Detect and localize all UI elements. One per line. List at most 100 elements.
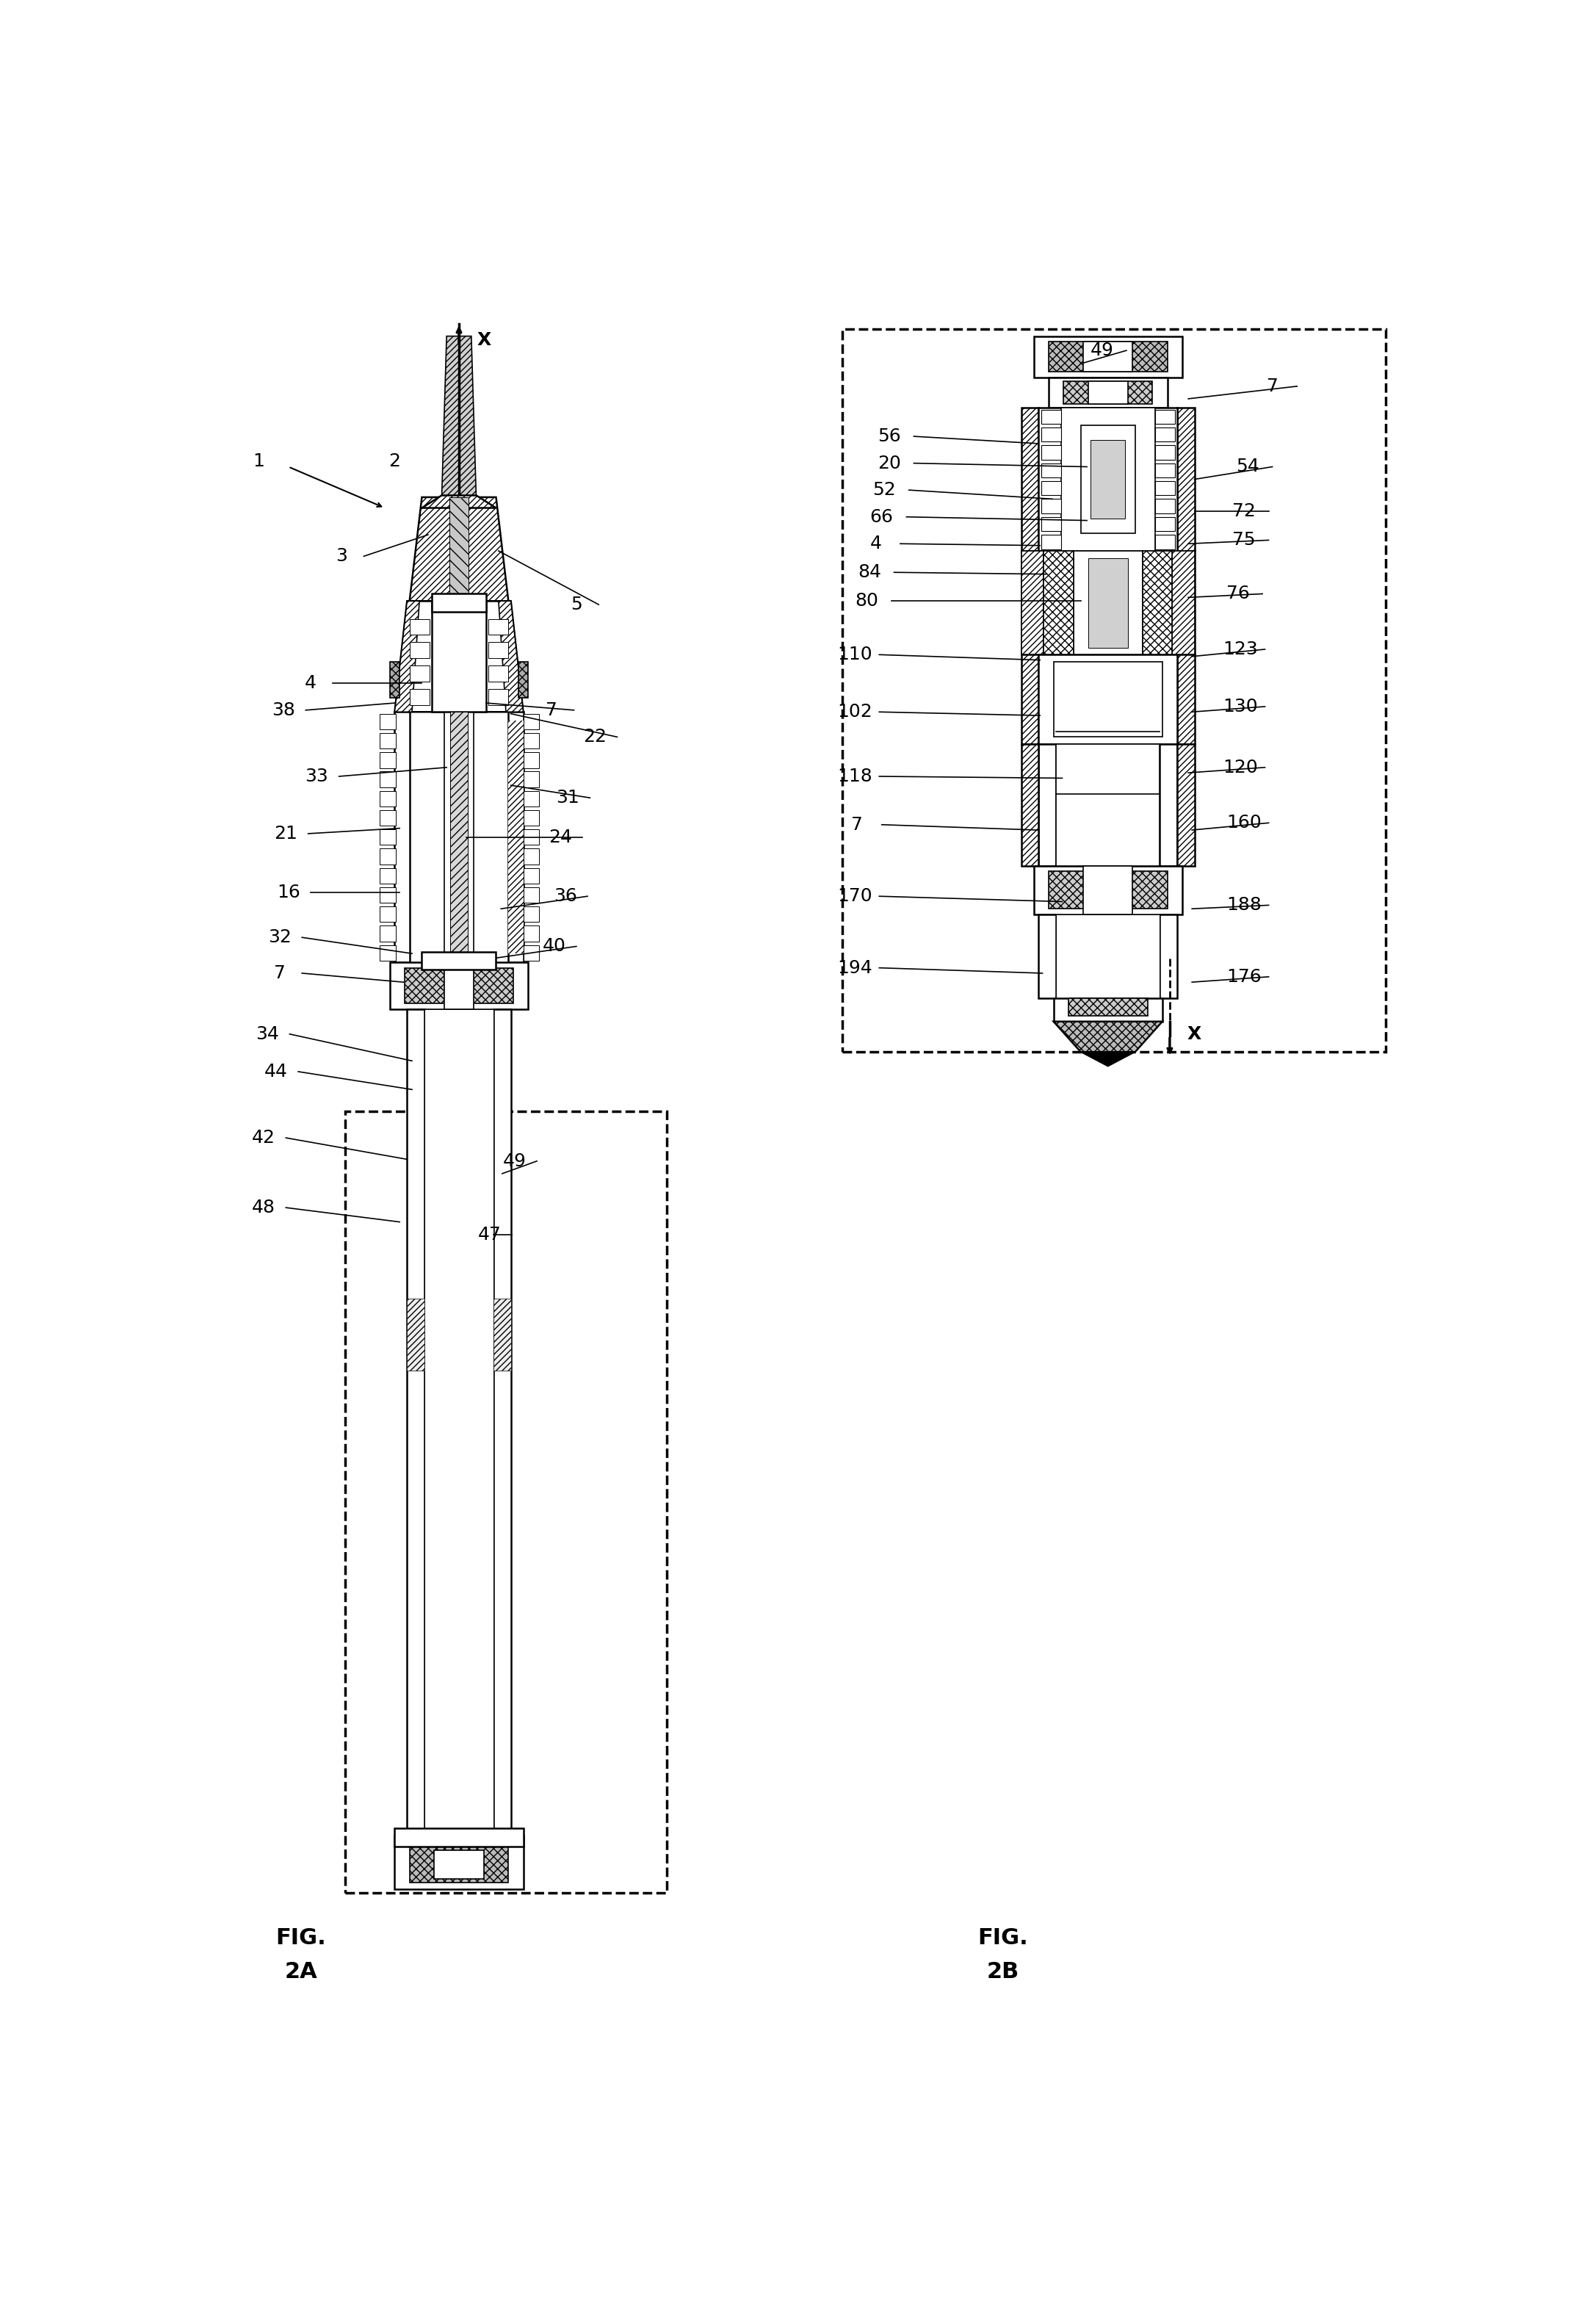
Text: X: X bbox=[1187, 1025, 1201, 1043]
Bar bbox=[1038, 655, 1177, 744]
Bar bbox=[1155, 446, 1174, 460]
Text: 194: 194 bbox=[837, 960, 872, 976]
Bar bbox=[1054, 662, 1163, 737]
Bar bbox=[394, 1836, 523, 1889]
Bar bbox=[523, 888, 539, 902]
Bar bbox=[380, 848, 396, 865]
Bar bbox=[380, 888, 396, 902]
Bar bbox=[1042, 446, 1061, 460]
Bar bbox=[1155, 409, 1174, 423]
Text: 48: 48 bbox=[252, 1199, 276, 1215]
Bar bbox=[1061, 407, 1155, 551]
Bar bbox=[432, 602, 486, 711]
Text: 31: 31 bbox=[557, 790, 579, 806]
Bar bbox=[1088, 381, 1128, 404]
Bar bbox=[523, 946, 539, 960]
Bar bbox=[410, 688, 429, 704]
Bar bbox=[523, 790, 539, 806]
Bar bbox=[1177, 744, 1195, 867]
Bar bbox=[434, 1850, 483, 1878]
Bar bbox=[1054, 999, 1163, 1023]
Bar bbox=[394, 1829, 523, 1848]
Bar bbox=[410, 641, 429, 658]
Bar bbox=[1042, 409, 1061, 423]
Bar bbox=[1069, 999, 1147, 1016]
Text: 176: 176 bbox=[1227, 969, 1262, 985]
Bar bbox=[523, 811, 539, 825]
Text: 72: 72 bbox=[1233, 502, 1255, 521]
Bar bbox=[1155, 516, 1174, 532]
Polygon shape bbox=[450, 497, 469, 604]
Bar bbox=[523, 867, 539, 883]
Text: 32: 32 bbox=[268, 930, 292, 946]
Text: FIG.: FIG. bbox=[276, 1927, 325, 1948]
Text: 33: 33 bbox=[305, 767, 329, 786]
Text: 16: 16 bbox=[276, 883, 300, 902]
Text: X: X bbox=[477, 330, 491, 349]
Text: 52: 52 bbox=[872, 481, 896, 500]
Text: FIG.: FIG. bbox=[978, 1927, 1029, 1948]
Bar bbox=[380, 790, 396, 806]
Bar bbox=[1042, 500, 1061, 514]
Text: 188: 188 bbox=[1227, 897, 1262, 913]
Bar bbox=[407, 1299, 424, 1371]
Bar bbox=[380, 713, 396, 730]
Bar bbox=[523, 830, 539, 846]
Polygon shape bbox=[450, 711, 467, 962]
Bar bbox=[1048, 342, 1168, 372]
Polygon shape bbox=[442, 337, 477, 500]
Bar bbox=[1091, 439, 1124, 518]
Polygon shape bbox=[499, 602, 523, 711]
Text: 22: 22 bbox=[584, 727, 606, 746]
Bar bbox=[842, 330, 1386, 1053]
Text: 66: 66 bbox=[869, 509, 893, 525]
Bar bbox=[1160, 744, 1177, 867]
Bar bbox=[1155, 500, 1174, 514]
Text: 24: 24 bbox=[549, 827, 573, 846]
Polygon shape bbox=[1054, 1023, 1163, 1053]
Text: 4: 4 bbox=[305, 674, 316, 693]
Bar bbox=[1177, 407, 1195, 551]
Bar bbox=[380, 732, 396, 748]
Bar bbox=[1042, 428, 1061, 442]
Bar bbox=[1083, 342, 1132, 372]
Bar bbox=[1042, 481, 1061, 495]
Text: 130: 130 bbox=[1223, 697, 1258, 716]
Text: 44: 44 bbox=[265, 1062, 287, 1081]
Text: 34: 34 bbox=[255, 1025, 279, 1043]
Bar bbox=[1021, 407, 1038, 551]
Text: 5: 5 bbox=[571, 595, 582, 614]
Bar bbox=[1172, 551, 1195, 655]
Bar bbox=[1038, 407, 1177, 551]
Bar bbox=[1034, 337, 1182, 376]
Text: 38: 38 bbox=[271, 702, 295, 718]
Text: 20: 20 bbox=[877, 456, 901, 472]
Text: 120: 120 bbox=[1223, 758, 1258, 776]
Bar bbox=[518, 662, 528, 697]
Bar bbox=[380, 867, 396, 883]
Text: 56: 56 bbox=[877, 428, 901, 446]
Polygon shape bbox=[421, 495, 496, 509]
Bar bbox=[488, 641, 509, 658]
Bar bbox=[394, 711, 410, 962]
Bar bbox=[488, 688, 509, 704]
Bar bbox=[1043, 551, 1073, 655]
Bar bbox=[1038, 913, 1056, 999]
Polygon shape bbox=[1081, 1053, 1136, 1067]
Text: 7: 7 bbox=[545, 702, 558, 718]
Bar bbox=[509, 711, 523, 962]
Bar bbox=[424, 1009, 493, 1836]
Polygon shape bbox=[410, 497, 509, 602]
Bar bbox=[1155, 481, 1174, 495]
Bar bbox=[493, 1299, 510, 1371]
Polygon shape bbox=[394, 602, 419, 711]
Text: 118: 118 bbox=[837, 767, 872, 786]
Text: 75: 75 bbox=[1233, 532, 1255, 548]
Bar bbox=[1048, 872, 1168, 909]
Bar bbox=[1034, 867, 1182, 913]
Bar bbox=[523, 772, 539, 788]
Text: 7: 7 bbox=[274, 964, 286, 983]
Text: 84: 84 bbox=[858, 562, 880, 581]
Text: 47: 47 bbox=[478, 1225, 501, 1243]
Bar bbox=[1021, 744, 1038, 867]
